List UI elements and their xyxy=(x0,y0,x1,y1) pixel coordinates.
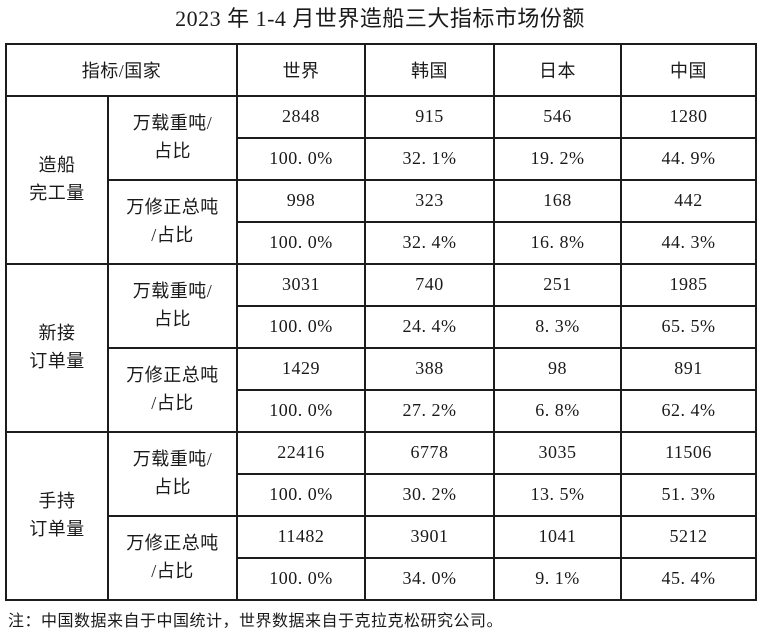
value-cell: 251 xyxy=(493,262,623,307)
value-cell: 891 xyxy=(620,346,758,391)
header-indicator-country: 指标/国家 xyxy=(4,42,239,97)
value-cell: 6778 xyxy=(364,430,496,475)
metric-label-line: 占比 xyxy=(154,308,191,329)
share-cell: 6. 8% xyxy=(493,388,623,433)
value-cell: 3901 xyxy=(364,514,496,559)
metric-label-line: 占比 xyxy=(154,476,191,497)
metric-label-line: /占比 xyxy=(151,224,194,245)
metric-label-line: 万载重吨/ xyxy=(132,112,213,133)
share-cell: 27. 2% xyxy=(364,388,496,433)
header-china: 中国 xyxy=(620,42,758,97)
header-world: 世界 xyxy=(236,42,367,97)
value-cell: 3035 xyxy=(493,430,623,475)
footnote: 注：中国数据来自于中国统计，世界数据来自于克拉克松研究公司。 xyxy=(8,612,504,630)
table-header-row: 指标/国家 世界 韩国 日本 中国 xyxy=(4,42,758,97)
metric-label-line: 万修正总吨 xyxy=(126,364,219,385)
group-label-order-backlog: 手持 订单量 xyxy=(5,430,109,601)
metric-label-dwt: 万载重吨/ 占比 xyxy=(106,262,239,349)
table-row: 万修正总吨 /占比 1429 388 98 891 xyxy=(6,346,758,433)
share-cell: 65. 5% xyxy=(620,304,758,349)
table-row: 100. 0% 24. 4% 8. 3% 65. 5% xyxy=(6,304,758,349)
value-cell: 3031 xyxy=(236,262,367,307)
metric-label-dwt: 万载重吨/ 占比 xyxy=(106,94,239,181)
value-cell: 11482 xyxy=(236,514,367,559)
metric-label-line: /占比 xyxy=(151,560,194,581)
share-cell: 45. 4% xyxy=(620,556,758,601)
share-cell: 51. 3% xyxy=(620,472,758,517)
table-row: 万修正总吨 /占比 11482 3901 1041 5212 xyxy=(6,514,758,601)
group-label-line: 造船 xyxy=(38,154,76,175)
value-cell: 11506 xyxy=(620,430,758,475)
table-row: 100. 0% 27. 2% 6. 8% 62. 4% xyxy=(6,388,758,433)
table-row: 100. 0% 30. 2% 13. 5% 51. 3% xyxy=(6,472,758,517)
share-cell: 19. 2% xyxy=(493,136,623,181)
value-cell: 915 xyxy=(364,94,496,139)
share-cell: 9. 1% xyxy=(493,556,623,601)
value-cell: 168 xyxy=(493,178,623,223)
share-cell: 100. 0% xyxy=(236,388,367,433)
metric-label-cgt: 万修正总吨 /占比 xyxy=(106,346,239,433)
group-label-line: 订单量 xyxy=(29,350,85,371)
metric-label-line: 万载重吨/ xyxy=(132,448,213,469)
group-label-line: 新接 xyxy=(38,322,76,343)
share-cell: 62. 4% xyxy=(620,388,758,433)
table-row: 万修正总吨 /占比 998 323 168 442 xyxy=(6,178,758,265)
table-row: 100. 0% 32. 4% 16. 8% 44. 3% xyxy=(6,220,758,265)
header-japan: 日本 xyxy=(493,42,623,97)
value-cell: 1280 xyxy=(620,94,758,139)
share-cell: 16. 8% xyxy=(493,220,623,265)
share-cell: 100. 0% xyxy=(236,556,367,601)
value-cell: 98 xyxy=(493,346,623,391)
metric-label-dwt: 万载重吨/ 占比 xyxy=(106,430,239,517)
share-cell: 34. 0% xyxy=(364,556,496,601)
share-cell: 30. 2% xyxy=(364,472,496,517)
share-cell: 13. 5% xyxy=(493,472,623,517)
metric-label-cgt: 万修正总吨 /占比 xyxy=(106,514,239,601)
share-cell: 100. 0% xyxy=(236,304,367,349)
value-cell: 998 xyxy=(236,178,367,223)
value-cell: 1985 xyxy=(620,262,758,307)
group-label-shipbuilding-completions: 造船 完工量 xyxy=(5,94,109,265)
table-row: 手持 订单量 万载重吨/ 占比 22416 6778 3035 11506 xyxy=(5,430,758,601)
share-cell: 8. 3% xyxy=(493,304,623,349)
metric-label-line: 占比 xyxy=(154,140,191,161)
page-title: 2023 年 1-4 月世界造船三大指标市场份额 xyxy=(175,6,585,31)
header-korea: 韩国 xyxy=(364,42,496,97)
table-row: 造船 完工量 万载重吨/ 占比 2848 915 546 1280 xyxy=(5,94,758,265)
group-label-new-orders: 新接 订单量 xyxy=(5,262,109,433)
share-cell: 100. 0% xyxy=(236,472,367,517)
value-cell: 5212 xyxy=(620,514,758,559)
group-label-line: 订单量 xyxy=(29,518,85,539)
share-cell: 32. 1% xyxy=(364,136,496,181)
metric-label-cgt: 万修正总吨 /占比 xyxy=(106,178,239,265)
market-share-table: 指标/国家 世界 韩国 日本 中国 造船 完工量 万载重吨/ 占比 2848 9… xyxy=(4,42,758,601)
share-cell: 32. 4% xyxy=(364,220,496,265)
share-cell: 100. 0% xyxy=(236,220,367,265)
table-row: 100. 0% 32. 1% 19. 2% 44. 9% xyxy=(6,136,758,181)
value-cell: 2848 xyxy=(236,94,367,139)
share-cell: 44. 3% xyxy=(620,220,758,265)
value-cell: 1429 xyxy=(236,346,367,391)
share-cell: 44. 9% xyxy=(620,136,758,181)
group-label-line: 完工量 xyxy=(29,182,85,203)
value-cell: 22416 xyxy=(236,430,367,475)
value-cell: 388 xyxy=(364,346,496,391)
table-row: 新接 订单量 万载重吨/ 占比 3031 740 251 1985 xyxy=(5,262,758,433)
metric-label-line: 万载重吨/ xyxy=(132,280,213,301)
share-cell: 24. 4% xyxy=(364,304,496,349)
group-label-line: 手持 xyxy=(38,490,76,511)
value-cell: 323 xyxy=(364,178,496,223)
metric-label-line: /占比 xyxy=(151,392,194,413)
table-row: 100. 0% 34. 0% 9. 1% 45. 4% xyxy=(6,556,758,601)
share-cell: 100. 0% xyxy=(236,136,367,181)
value-cell: 1041 xyxy=(493,514,623,559)
value-cell: 740 xyxy=(364,262,496,307)
value-cell: 442 xyxy=(620,178,758,223)
metric-label-line: 万修正总吨 xyxy=(126,196,219,217)
metric-label-line: 万修正总吨 xyxy=(126,532,219,553)
value-cell: 546 xyxy=(493,94,623,139)
